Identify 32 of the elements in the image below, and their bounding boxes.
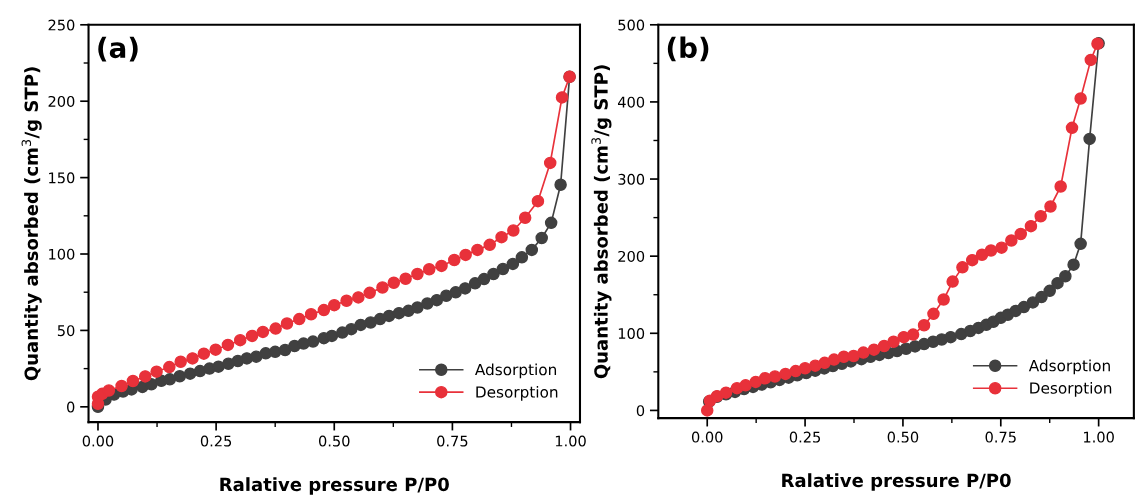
legend-label: Desorption <box>476 385 558 401</box>
x-tick-label: 0.00 <box>691 431 723 443</box>
annotation: (a) <box>98 36 138 62</box>
x-tick-label: 0.50 <box>318 435 350 447</box>
legend-label: Desorption <box>1030 381 1112 397</box>
x-tick-label: 0.50 <box>887 431 919 443</box>
y-tick-label: 0 <box>67 401 75 413</box>
x-tick-label: 0.75 <box>437 435 468 447</box>
x-tick-label: 1.00 <box>1084 431 1114 443</box>
y-tick-label: 50 <box>57 325 75 337</box>
y-tick-label: 250 <box>48 19 75 31</box>
y-tick-label: 0 <box>636 405 645 417</box>
x-tick-label: 0.25 <box>200 435 232 447</box>
legend-label: Adsorption <box>1028 359 1110 375</box>
y-axis-title: Quantity absorbed (cm$^{3}$/g STP) <box>591 65 612 379</box>
x-tick-label: 0.25 <box>789 431 821 443</box>
x-tick-label: 0.00 <box>82 435 114 447</box>
annotation: (b) <box>667 36 709 62</box>
y-tick-label: 200 <box>48 95 75 107</box>
y-tick-label: 100 <box>618 328 645 340</box>
x-axis-title: Ralative pressure P/P0 <box>782 473 1011 491</box>
y-tick-label: 150 <box>49 172 75 184</box>
x-tick-label: 1.00 <box>555 435 586 447</box>
y-axis-title: Quantity absorbed (cm$^{3}$/g STP) <box>21 67 42 381</box>
y-tick-label: 200 <box>618 250 645 262</box>
y-tick-label: 400 <box>617 96 645 108</box>
x-axis-title: Ralative pressure P/P0 <box>220 477 449 495</box>
y-tick-label: 500 <box>618 19 645 31</box>
x-tick-label: 0.75 <box>985 431 1016 443</box>
legend-label: Adsorption <box>475 363 557 379</box>
y-tick-label: 100 <box>49 248 75 260</box>
y-tick-label: 300 <box>618 173 645 185</box>
